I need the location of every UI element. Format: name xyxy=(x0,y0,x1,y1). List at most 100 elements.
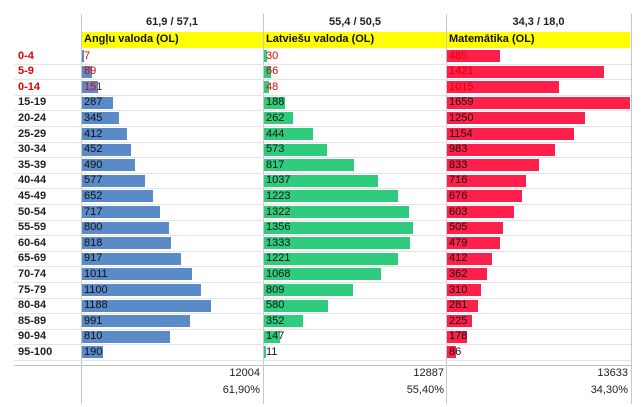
bar xyxy=(264,96,285,109)
age-group-label: 95-100 xyxy=(18,345,53,358)
bar xyxy=(264,112,293,125)
bar xyxy=(82,159,136,172)
bar-value-label: 48 xyxy=(266,80,279,93)
bar-value-label: 147 xyxy=(266,330,285,343)
bar xyxy=(447,174,526,187)
bar-value-label: 818 xyxy=(84,236,103,249)
bar-value-label: 444 xyxy=(266,127,285,140)
bar-value-label: 1322 xyxy=(266,205,291,218)
row-divider xyxy=(14,126,631,127)
column-header-1: 55,4 / 50,5 xyxy=(329,16,381,28)
bar-value-label: 1659 xyxy=(449,96,474,109)
age-group-label: 80-84 xyxy=(18,299,47,312)
bar-value-label: 11 xyxy=(266,345,278,358)
bar xyxy=(447,128,575,141)
percent-2: 34,30% xyxy=(590,384,628,396)
bar xyxy=(447,237,500,250)
row-divider xyxy=(14,235,631,237)
bar xyxy=(264,315,303,328)
bar xyxy=(264,190,399,203)
row-divider xyxy=(14,219,631,221)
bar xyxy=(82,190,153,203)
bar xyxy=(447,190,522,203)
age-group-label: 30-34 xyxy=(18,143,47,156)
row-divider xyxy=(14,282,631,283)
bar-value-label: 151 xyxy=(84,80,103,93)
bar xyxy=(264,284,353,297)
bar-value-label: 225 xyxy=(449,314,468,327)
bar xyxy=(447,143,556,156)
bar-value-label: 452 xyxy=(84,143,103,156)
bar xyxy=(447,299,478,312)
bar-value-label: 810 xyxy=(84,330,103,343)
totals-divider xyxy=(14,365,631,366)
column-divider xyxy=(263,14,264,404)
row-divider xyxy=(14,63,631,65)
age-group-label: 50-54 xyxy=(18,205,47,218)
bar xyxy=(82,315,190,328)
bar xyxy=(82,346,103,359)
row-divider xyxy=(14,94,631,96)
bar xyxy=(264,346,266,359)
bar xyxy=(82,65,92,78)
bar-value-label: 188 xyxy=(266,96,285,109)
bar xyxy=(447,315,472,328)
bar-value-label: 717 xyxy=(84,205,103,218)
row-divider xyxy=(14,79,631,81)
subject-row-highlight xyxy=(82,32,630,48)
bar xyxy=(82,299,211,312)
bar xyxy=(264,237,411,250)
bar-value-label: 412 xyxy=(449,252,468,265)
bar xyxy=(82,237,171,250)
bar-value-label: 1221 xyxy=(266,252,291,265)
bar-value-label: 983 xyxy=(449,143,468,156)
bar-value-label: 30 xyxy=(266,49,279,62)
bar-value-label: 287 xyxy=(84,96,103,109)
bar-value-label: 1037 xyxy=(266,174,291,187)
bar-value-label: 1333 xyxy=(266,236,291,249)
bar xyxy=(447,268,487,281)
bar xyxy=(264,252,398,265)
bar-value-label: 490 xyxy=(84,158,103,171)
age-group-label: 90-94 xyxy=(18,330,47,343)
bar xyxy=(82,330,170,343)
bar xyxy=(447,206,514,219)
age-group-label: 60-64 xyxy=(18,236,47,249)
percent-0: 61,90% xyxy=(222,384,260,396)
row-divider xyxy=(14,344,631,346)
bar xyxy=(264,221,413,234)
row-divider xyxy=(14,266,631,268)
bar-value-label: 479 xyxy=(449,236,468,249)
bar-value-label: 281 xyxy=(449,299,468,312)
row-divider xyxy=(14,172,631,174)
subject-label-0: Angļu valoda (OL) xyxy=(84,33,179,45)
age-group-label: 15-19 xyxy=(18,96,47,109)
bar-value-label: 1011 xyxy=(84,267,108,280)
row-divider xyxy=(14,110,631,112)
bar-value-label: 89 xyxy=(84,65,97,78)
bar-value-label: 1250 xyxy=(449,111,474,124)
column-divider xyxy=(446,14,447,404)
bar-value-label: 412 xyxy=(84,127,103,140)
bar xyxy=(447,159,539,172)
bar-value-label: 603 xyxy=(449,205,468,218)
row-divider xyxy=(14,313,631,315)
bar-value-label: 86 xyxy=(449,345,462,358)
row-divider xyxy=(14,328,631,330)
bar xyxy=(82,50,84,63)
row-divider xyxy=(14,141,631,143)
bar-value-label: 345 xyxy=(84,111,103,124)
age-group-label: 25-29 xyxy=(18,127,47,140)
bar xyxy=(447,284,482,297)
bar xyxy=(82,143,132,156)
bar-value-label: 1188 xyxy=(84,299,108,312)
bar-value-label: 178 xyxy=(449,330,468,343)
bar-value-label: 676 xyxy=(449,189,468,202)
bar-value-label: 352 xyxy=(266,314,285,327)
bar xyxy=(264,143,327,156)
bar xyxy=(82,112,120,125)
bar-value-label: 991 xyxy=(84,314,103,327)
bar xyxy=(264,330,281,343)
bar xyxy=(447,65,604,78)
